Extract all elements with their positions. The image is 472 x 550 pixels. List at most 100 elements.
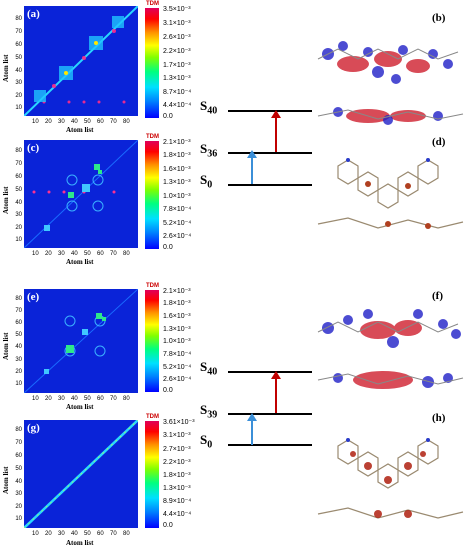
ytick: 60 [15,42,22,48]
level-s36 [228,152,312,154]
xtick: 80 [123,396,130,402]
cbar-g-title: TDM [146,414,159,420]
xtick: 20 [45,119,52,125]
ytick: 60 [15,320,22,326]
ytick: 80 [15,148,22,154]
cbar-c-label: 2.1×10⁻³ [163,139,191,146]
xtick: 10 [32,531,39,537]
cbar-a-label: 1.3×10⁻³ [163,75,191,82]
cbar-e-label: 1.6×10⁻³ [163,313,191,320]
cbar-a [145,8,159,118]
xtick: 40 [71,119,78,125]
ytick: 20 [15,225,22,231]
ytick: 10 [15,237,22,243]
heatmap-e-xlabel: Atom list [66,403,94,411]
xtick: 10 [32,119,39,125]
xtick: 50 [84,251,91,257]
ytick: 70 [15,440,22,446]
cbar-c-label: 7.8×10⁻⁴ [163,206,192,213]
ytick: 10 [15,105,22,111]
xtick: 20 [45,251,52,257]
heatmap-e-pattern [24,289,138,393]
cbar-c-label: 1.0×10⁻³ [163,193,191,200]
fig-letter-d: (d) [432,136,446,148]
xtick: 70 [110,396,117,402]
level-s40-bottom [228,371,312,373]
cbar-g-label: 2.7×10⁻³ [163,446,191,453]
state-s0-top: S0 [200,172,213,191]
ytick: 70 [15,29,22,35]
cbar-a-label: 8.7×10⁻⁴ [163,89,192,96]
xtick: 70 [110,251,117,257]
state-s39: S39 [200,402,218,421]
ytick: 10 [15,381,22,387]
heatmap-g-pattern [24,420,138,528]
ytick: 70 [15,308,22,314]
fig-letter-b: (b) [432,12,446,24]
heatmap-c-pattern [24,140,138,248]
ytick: 80 [15,427,22,433]
cbar-g-label: 8.9×10⁻⁴ [163,498,192,505]
xtick: 60 [97,119,104,125]
heatmap-g-plot: (g) [24,420,138,528]
cbar-e-label: 1.8×10⁻³ [163,300,191,307]
transition-arrows-bottom [247,371,281,445]
orbital-density-f [317,309,464,389]
panel-letter-g: (g) [27,422,40,434]
xtick: 30 [58,531,65,537]
level-s0-top [228,184,312,186]
cbar-c-label: 1.8×10⁻³ [163,152,191,159]
transition-arrows-top [247,110,281,184]
xtick: 20 [45,531,52,537]
cbar-a-label: 2.6×10⁻³ [163,34,191,41]
ytick: 10 [15,516,22,522]
cbar-c-label: 1.3×10⁻³ [163,179,191,186]
heatmap-e-plot: (e) [24,289,138,393]
cbar-g [145,421,159,528]
ytick: 30 [15,491,22,497]
cbar-g-label: 2.2×10⁻³ [163,459,191,466]
ytick: 20 [15,93,22,99]
cbar-e-label: 2.1×10⁻³ [163,288,191,295]
cbar-g-label: 1.8×10⁻³ [163,472,191,479]
ytick: 30 [15,212,22,218]
xtick: 80 [123,119,130,125]
ytick: 30 [15,80,22,86]
heatmap-a-pattern [24,6,138,116]
xtick: 30 [58,251,65,257]
heatmap-c-xlabel: Atom list [66,258,94,266]
panel-letter-e: (e) [27,291,40,303]
xtick: 10 [32,251,39,257]
cbar-e-label: 7.8×10⁻⁴ [163,351,192,358]
cbar-e-title: TDM [146,283,159,289]
ytick: 50 [15,466,22,472]
xtick: 20 [45,396,52,402]
ytick: 40 [15,200,22,206]
ytick: 40 [15,479,22,485]
ytick: 60 [15,174,22,180]
cbar-g-label: 3.61×10⁻³ [163,419,195,426]
cbar-c-title: TDM [146,134,159,140]
cbar-a-label: 2.2×10⁻³ [163,48,191,55]
ytick: 40 [15,68,22,74]
cbar-c-label: 1.6×10⁻³ [163,166,191,173]
orbital-density-h [317,438,464,519]
level-s40-top [228,110,312,112]
cbar-g-label: 4.4×10⁻⁴ [163,511,192,518]
cbar-c [145,141,159,249]
cbar-a-title: TDM [146,1,159,7]
ytick: 50 [15,55,22,61]
orbital-density-b [317,41,464,125]
ytick: 30 [15,357,22,363]
xtick: 10 [32,396,39,402]
orbital-density-d [317,158,464,229]
cbar-a-label: 3.5×10⁻³ [163,6,191,13]
state-s40-top: S40 [200,98,218,117]
xtick: 50 [84,396,91,402]
cbar-c-label: 2.6×10⁻⁴ [163,233,192,240]
level-s0-bottom [228,444,312,446]
cbar-e-label: 5.2×10⁻⁴ [163,364,192,371]
ytick: 50 [15,187,22,193]
state-s36: S36 [200,141,218,160]
cbar-e-label: 1.3×10⁻³ [163,326,191,333]
